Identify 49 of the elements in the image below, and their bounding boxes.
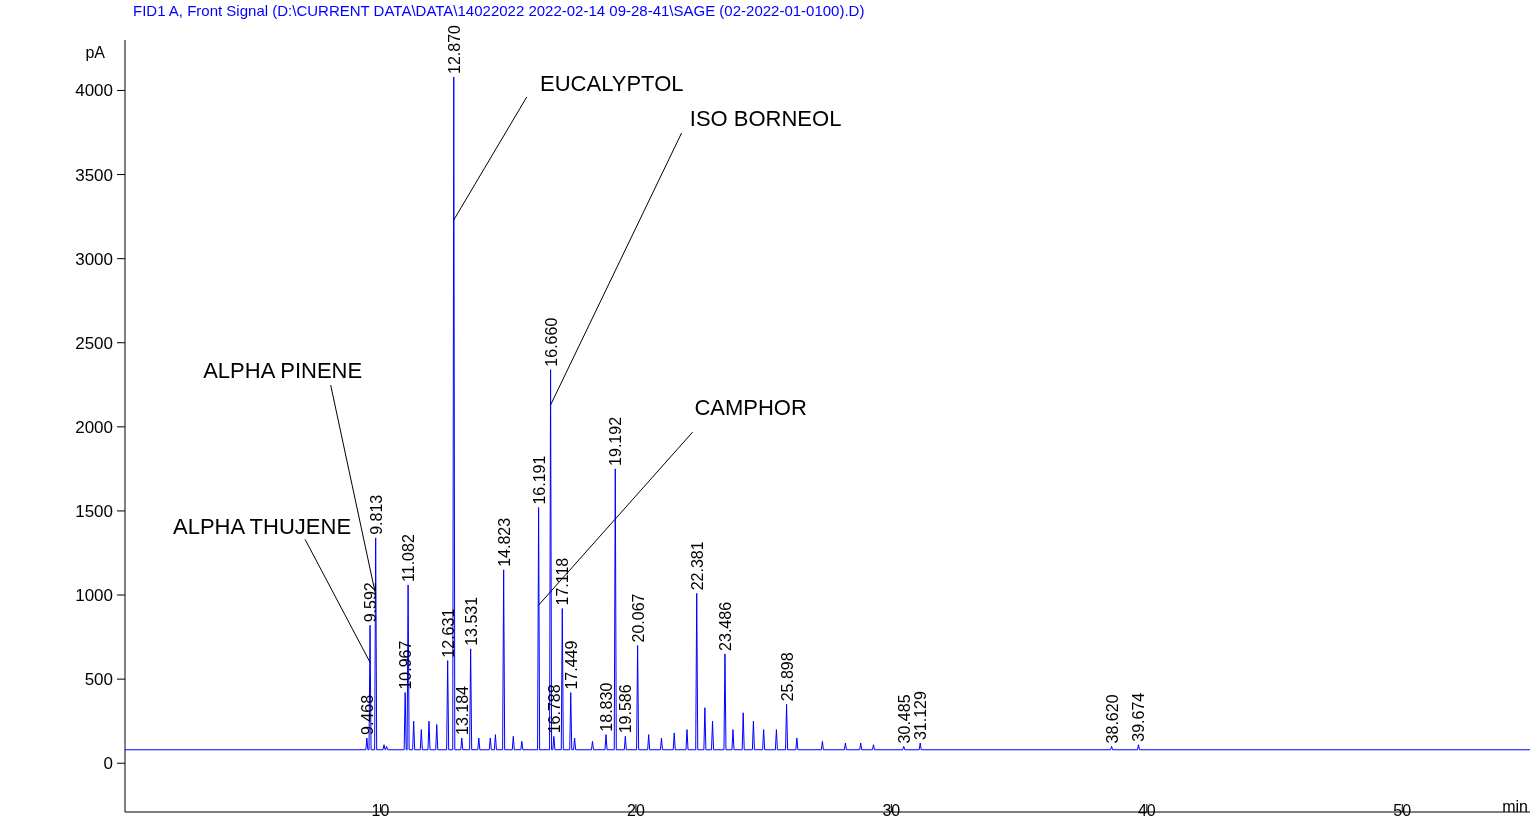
y-tick-label: 3000 <box>75 249 113 269</box>
annotation: EUCALYPTOL <box>540 70 684 96</box>
annotation: 25.898 <box>778 652 796 702</box>
annotation: 14.823 <box>495 517 513 567</box>
annotation: 12.870 <box>445 24 463 74</box>
y-tick-label: 0 <box>103 754 113 774</box>
x-tick-label: 30 <box>882 802 901 819</box>
annotation: 20.067 <box>629 593 647 643</box>
annotation: 9.468 <box>358 694 376 735</box>
y-axis-title: pA <box>85 44 106 61</box>
annotation: 22.381 <box>688 541 706 591</box>
x-tick-label: 40 <box>1137 802 1156 819</box>
annotation: ISO BORNEOL <box>689 105 842 131</box>
annotation: 16.191 <box>530 455 548 505</box>
annotation: 31.129 <box>912 691 930 741</box>
annotation: 10.967 <box>397 640 415 690</box>
y-tick-label: 2000 <box>75 417 113 437</box>
x-axis-title: min <box>1502 798 1528 815</box>
annotation: 17.449 <box>562 640 580 690</box>
annotation: 16.788 <box>545 684 563 734</box>
x-tick-label: 20 <box>627 802 645 819</box>
y-tick-label: 1000 <box>75 585 113 605</box>
y-tick-label: 2500 <box>75 333 113 353</box>
annotation: 13.184 <box>453 685 471 735</box>
annotation: 11.082 <box>400 534 418 582</box>
y-tick-label: 4000 <box>75 81 113 101</box>
y-tick-label: 1500 <box>75 501 113 521</box>
annotation: 19.586 <box>617 684 635 734</box>
annotation: ALPHA PINENE <box>203 357 363 383</box>
annotation: ALPHA THUJENE <box>172 514 352 540</box>
annotation: 30.485 <box>895 694 913 744</box>
annotation: 18.830 <box>598 682 616 732</box>
annotation: 9.592 <box>362 582 380 623</box>
chart-title: FID1 A, Front Signal (D:\CURRENT DATA\DATA\14022022 2022-02-14 09-28-41\SAGE (02-2022-01-0100).D) <box>133 2 865 19</box>
y-tick-label: 500 <box>84 670 113 690</box>
x-tick-label: 50 <box>1393 802 1412 819</box>
annotation: 23.486 <box>716 601 734 651</box>
annotation: 12.631 <box>439 608 457 658</box>
x-tick-label: 10 <box>371 802 390 819</box>
annotation: 13.531 <box>462 596 480 646</box>
annotation: 39.674 <box>1130 692 1148 742</box>
annotation: 17.118 <box>554 557 572 606</box>
annotation: 16.660 <box>542 317 560 367</box>
y-tick-label: 3500 <box>75 165 113 185</box>
annotation: 38.620 <box>1103 694 1121 744</box>
annotation: CAMPHOR <box>694 394 807 420</box>
annotation: 19.192 <box>607 416 625 466</box>
annotation: 9.813 <box>367 494 385 535</box>
line-series <box>124 76 1531 751</box>
